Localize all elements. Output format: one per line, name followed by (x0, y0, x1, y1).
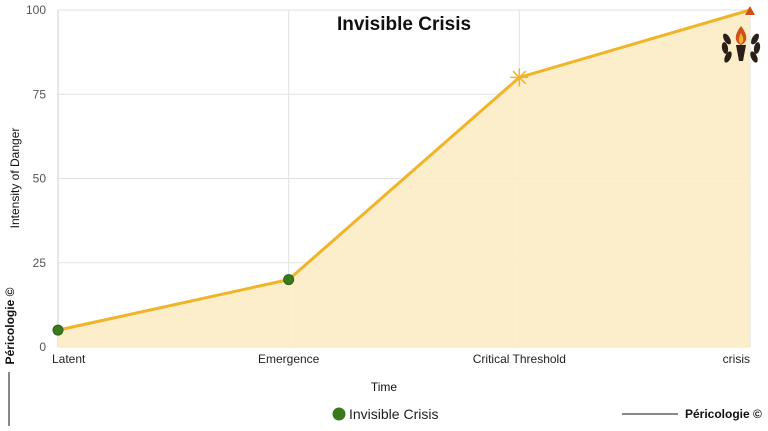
data-point-triangle (745, 6, 755, 15)
x-tick-label: Emergence (258, 352, 320, 366)
x-tick-label: crisis (723, 352, 750, 366)
x-axis-title: Time (371, 380, 398, 394)
x-tick-label: Latent (52, 352, 86, 366)
watermark-left-text: Péricologie © (3, 287, 17, 364)
chart-title: Invisible Crisis (337, 14, 471, 35)
y-axis-title: Intensity of Danger (8, 128, 22, 229)
legend-label: Invisible Crisis (349, 406, 438, 422)
watermark-right: Péricologie © (622, 407, 762, 421)
y-tick-label: 25 (33, 256, 47, 270)
y-tick-label: 0 (39, 340, 46, 354)
data-point (283, 274, 295, 286)
y-tick-label: 100 (26, 3, 46, 17)
legend-marker (332, 407, 346, 421)
y-tick-label: 50 (33, 172, 47, 186)
legend: Invisible Crisis (332, 406, 438, 422)
y-tick-labels: 0 25 50 75 100 (26, 3, 46, 354)
series-line (57, 8, 751, 332)
data-point-star (510, 68, 529, 87)
x-tick-label: Critical Threshold (473, 352, 566, 366)
watermark-left: Péricologie © (3, 287, 17, 426)
y-tick-label: 75 (33, 87, 47, 101)
x-tick-labels: Latent Emergence Critical Threshold crisis (52, 352, 750, 366)
torch-laurel-icon (721, 26, 761, 63)
watermark-right-text: Péricologie © (685, 407, 762, 421)
data-markers (52, 6, 755, 336)
data-point (52, 324, 64, 336)
